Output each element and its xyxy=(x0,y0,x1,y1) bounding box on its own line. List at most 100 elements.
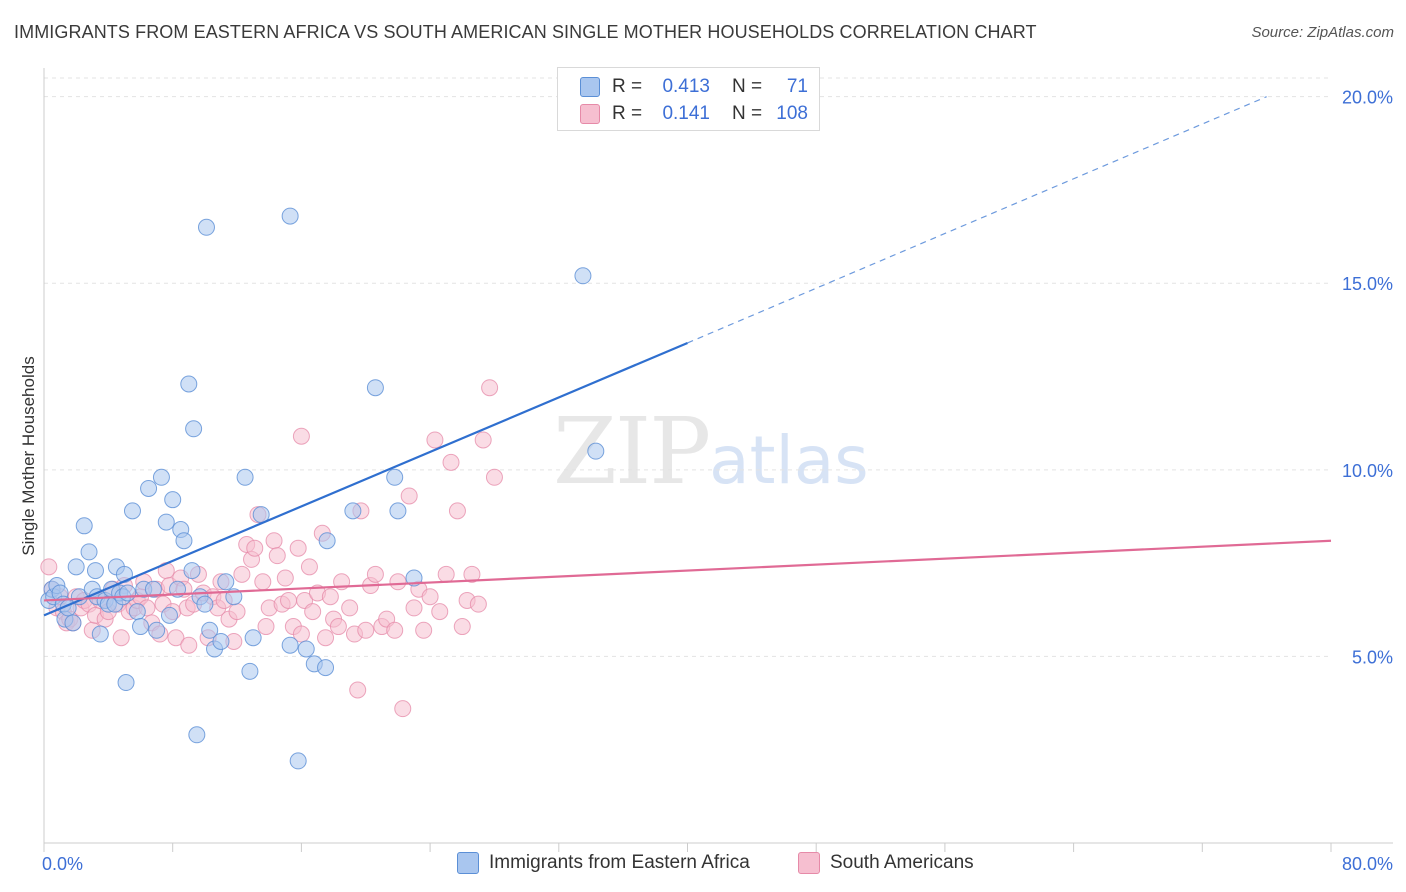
data-point-eastern-africa xyxy=(366,379,384,397)
data-point-south-americans xyxy=(469,595,487,613)
data-point-eastern-africa xyxy=(160,606,178,624)
data-point-eastern-africa xyxy=(236,468,254,486)
data-point-south-americans xyxy=(421,588,439,606)
data-point-eastern-africa xyxy=(144,580,162,598)
legend-r-label: R = xyxy=(612,103,643,124)
data-point-eastern-africa xyxy=(574,267,592,285)
data-point-south-americans xyxy=(453,618,471,636)
data-point-eastern-africa xyxy=(281,207,299,225)
data-point-eastern-africa xyxy=(157,513,175,531)
data-point-south-americans xyxy=(329,618,347,636)
data-point-south-americans xyxy=(265,532,283,550)
data-point-eastern-africa xyxy=(289,752,307,770)
legend-r-value-series1: 0.413 xyxy=(662,76,710,97)
trend-line-eastern-africa-extension xyxy=(687,96,1267,344)
data-point-south-americans xyxy=(289,539,307,557)
data-point-eastern-africa xyxy=(587,442,605,460)
x-tick-label: 80.0% xyxy=(1342,854,1393,874)
data-point-eastern-africa xyxy=(64,614,82,632)
source-label: Source: ZipAtlas.com xyxy=(1251,24,1394,41)
data-point-south-americans xyxy=(357,621,375,639)
bottom-legend-series1: Immigrants from Eastern Africa xyxy=(457,850,750,876)
data-point-south-americans xyxy=(233,565,251,583)
data-point-eastern-africa xyxy=(317,659,335,677)
chart-title: IMMIGRANTS FROM EASTERN AFRICA VS SOUTH … xyxy=(14,22,1037,42)
data-point-eastern-africa xyxy=(140,479,158,497)
data-point-south-americans xyxy=(394,700,412,718)
watermark-atlas: atlas xyxy=(709,422,869,499)
x-tick-label: 0.0% xyxy=(42,854,83,874)
data-point-south-americans xyxy=(448,502,466,520)
data-point-eastern-africa xyxy=(212,632,230,650)
data-point-eastern-africa xyxy=(281,636,299,654)
data-point-eastern-africa xyxy=(67,558,85,576)
y-tick-label: 15.0% xyxy=(1342,274,1393,294)
data-point-eastern-africa xyxy=(297,640,315,658)
data-point-south-americans xyxy=(442,453,460,471)
data-point-south-americans xyxy=(292,427,310,445)
data-point-eastern-africa xyxy=(128,603,146,621)
data-point-south-americans xyxy=(341,599,359,617)
data-point-eastern-africa xyxy=(188,726,206,744)
data-point-south-americans xyxy=(400,487,418,505)
data-point-eastern-africa xyxy=(175,532,193,550)
data-point-south-americans xyxy=(268,547,286,565)
data-point-eastern-africa xyxy=(183,562,201,580)
y-tick-label: 20.0% xyxy=(1342,88,1393,108)
data-point-eastern-africa xyxy=(152,468,170,486)
trend-line-south-americans xyxy=(43,539,1332,602)
data-point-south-americans xyxy=(246,539,264,557)
data-point-eastern-africa xyxy=(86,562,104,580)
y-tick-label: 5.0% xyxy=(1352,647,1393,667)
data-point-eastern-africa xyxy=(185,420,203,438)
bottom-legend-label-series1: Immigrants from Eastern Africa xyxy=(489,852,750,873)
data-point-south-americans xyxy=(485,468,503,486)
data-point-south-americans xyxy=(415,621,433,639)
data-point-eastern-africa xyxy=(117,674,135,692)
data-point-eastern-africa xyxy=(197,218,215,236)
data-point-south-americans xyxy=(405,599,423,617)
data-point-south-americans xyxy=(276,569,294,587)
legend-r-label: R = xyxy=(612,76,643,97)
data-point-eastern-africa xyxy=(132,618,150,636)
bottom-legend-swatch-series1 xyxy=(457,852,479,874)
data-point-south-americans xyxy=(254,573,272,591)
data-point-south-americans xyxy=(257,618,275,636)
data-point-eastern-africa xyxy=(386,468,404,486)
data-point-south-americans xyxy=(431,603,449,621)
data-point-south-americans xyxy=(386,621,404,639)
data-point-south-americans xyxy=(463,565,481,583)
data-point-eastern-africa xyxy=(217,573,235,591)
legend-swatch-series2 xyxy=(580,104,600,124)
legend-n-label: N = xyxy=(732,76,763,97)
data-point-eastern-africa xyxy=(196,595,214,613)
watermark-zip: ZIP xyxy=(553,398,711,505)
data-point-south-americans xyxy=(349,681,367,699)
data-point-south-americans xyxy=(437,565,455,583)
data-point-south-americans xyxy=(481,379,499,397)
data-point-south-americans xyxy=(280,591,298,609)
bottom-legend-label-series2: South Americans xyxy=(830,852,974,873)
data-point-south-americans xyxy=(317,629,335,647)
watermark: ZIPatlas xyxy=(553,398,869,505)
data-point-south-americans xyxy=(112,629,130,647)
data-point-eastern-africa xyxy=(180,375,198,393)
data-point-south-americans xyxy=(228,603,246,621)
data-point-eastern-africa xyxy=(119,584,137,602)
data-point-south-americans xyxy=(304,603,322,621)
y-tick-label: 10.0% xyxy=(1342,461,1393,481)
bottom-legend-swatch-series2 xyxy=(798,852,820,874)
data-point-eastern-africa xyxy=(241,662,259,680)
data-point-south-americans xyxy=(426,431,444,449)
data-point-eastern-africa xyxy=(344,502,362,520)
legend-n-label: N = xyxy=(732,103,763,124)
bottom-legend-series2: South Americans xyxy=(798,850,974,876)
legend-row-series1: R = 0.413 N = 71 xyxy=(580,75,808,99)
data-point-south-americans xyxy=(167,629,185,647)
data-point-south-americans xyxy=(300,558,318,576)
data-point-eastern-africa xyxy=(75,517,93,535)
data-point-eastern-africa xyxy=(318,532,336,550)
data-point-south-americans xyxy=(321,588,339,606)
data-point-eastern-africa xyxy=(201,621,219,639)
data-point-eastern-africa xyxy=(91,625,109,643)
